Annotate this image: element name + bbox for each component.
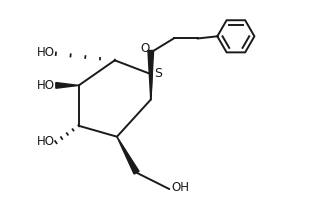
Polygon shape bbox=[148, 50, 154, 100]
Text: HO: HO bbox=[37, 79, 55, 92]
Text: HO: HO bbox=[37, 135, 55, 148]
Text: HO: HO bbox=[37, 46, 55, 59]
Text: S: S bbox=[154, 67, 162, 80]
Text: OH: OH bbox=[172, 181, 189, 194]
Text: O: O bbox=[141, 42, 150, 55]
Polygon shape bbox=[56, 83, 79, 88]
Polygon shape bbox=[117, 137, 139, 174]
